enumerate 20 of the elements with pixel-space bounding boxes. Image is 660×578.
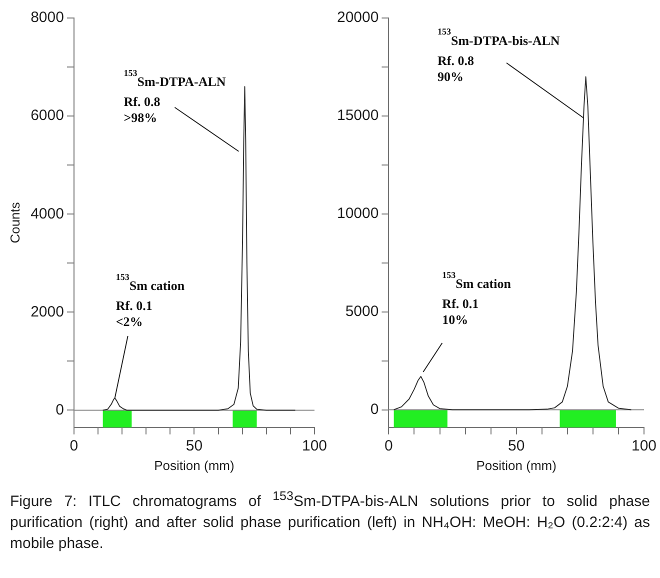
x-tick-label: 100: [302, 438, 327, 455]
y-axis-title: Counts: [7, 202, 22, 244]
y-tick-label: 6000: [30, 107, 64, 124]
y-tick-label: 4000: [30, 205, 64, 222]
y-tick-label: 2000: [30, 303, 64, 320]
x-tick-label: 50: [508, 438, 525, 455]
y-tick-label: 5000: [345, 302, 379, 320]
y-tick-label: 10000: [336, 205, 379, 222]
x-tick-label: 50: [186, 438, 203, 455]
x-tick-label: 100: [631, 438, 657, 455]
y-tick-label: 0: [56, 401, 64, 418]
x-tick-label: 0: [384, 438, 393, 455]
x-tick-label: 0: [70, 438, 78, 455]
caption: Figure 7: ITLC chromatograms of $^{153}$Sm-DTPA-bis-ALN solutions prior to solid phase purification (right) and after solid phase purification (left) in NH₄OH: MeOH: H₂O (0.2:2:4) as mobile phase.: [10, 488, 650, 554]
y-tick-label: 15000: [336, 107, 379, 124]
x-axis-title: Position (mm): [154, 458, 234, 473]
x-axis-title: Position (mm): [476, 458, 556, 473]
y-tick-label: 8000: [30, 9, 64, 26]
y-tick-label: 20000: [336, 9, 379, 26]
y-tick-label: 0: [370, 400, 379, 418]
